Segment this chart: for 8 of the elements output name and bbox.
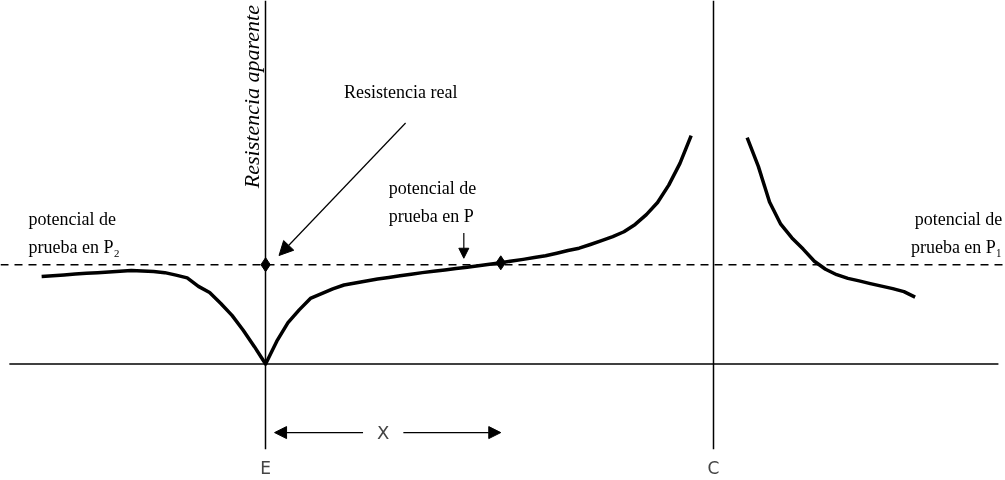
annotation: potencial de prueba en P₂ — [28, 208, 120, 257]
text: X — [377, 422, 390, 444]
x-tick-label: E — [260, 457, 271, 478]
y-axis-title: Resistencia aparente — [238, 4, 264, 190]
text: Resistencia real — [344, 82, 458, 103]
x-tick-label: C — [707, 457, 720, 478]
annotation: potencial de prueba en P₁ — [910, 208, 1003, 257]
annotation: potencial de prueba en P — [388, 178, 477, 227]
